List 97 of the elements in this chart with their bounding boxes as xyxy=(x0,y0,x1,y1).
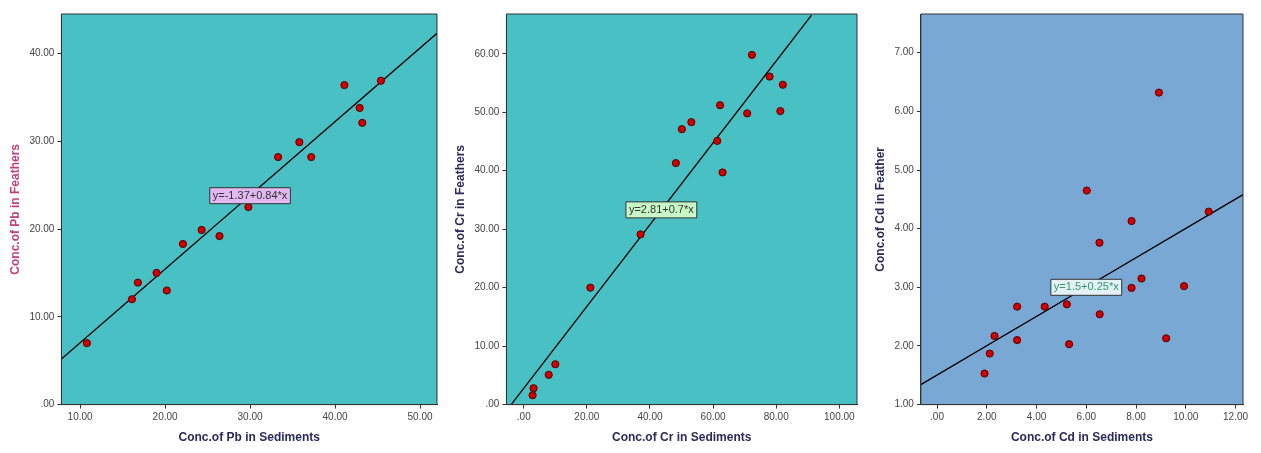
point xyxy=(215,231,224,241)
y-tick-label: 4.00 xyxy=(894,222,915,234)
point xyxy=(1013,302,1022,311)
y-tick-label: 40.00 xyxy=(29,47,55,59)
point xyxy=(747,50,757,60)
y-axis-title: Conc.of Pb in Feathers xyxy=(7,143,22,275)
x-tick-label: 6.00 xyxy=(1076,411,1097,423)
point xyxy=(1179,282,1189,291)
point xyxy=(671,159,680,168)
point xyxy=(586,283,595,292)
y-tick-label: .00 xyxy=(485,398,500,410)
y-tick-label: 6.00 xyxy=(894,105,915,117)
point xyxy=(307,152,316,162)
x-tick-label: 8.00 xyxy=(1126,411,1147,423)
x-tick-label: 2.00 xyxy=(977,411,997,423)
point xyxy=(340,81,349,90)
point xyxy=(1127,216,1136,226)
point xyxy=(743,109,752,118)
x-tick-label: 50.00 xyxy=(407,411,433,423)
point xyxy=(197,225,206,235)
y-axis-title: Conc.of Cd in Feather xyxy=(872,146,887,272)
x-tick-label: 12.00 xyxy=(1223,411,1249,423)
point xyxy=(133,278,142,287)
x-axis-title: Conc.of Cd in Sediments xyxy=(1010,430,1154,445)
y-axis-title: Conc.of Cr in Feathers xyxy=(452,144,467,274)
point xyxy=(376,76,386,85)
y-tick-label: .00 xyxy=(40,398,55,410)
y-tick-label: 5.00 xyxy=(894,163,915,175)
y-tick-label: 30.00 xyxy=(474,222,500,234)
x-tick-label: 60.00 xyxy=(700,411,727,423)
annotation: y=2.81+0.7*x xyxy=(628,202,695,215)
point xyxy=(529,384,538,393)
point xyxy=(715,101,725,110)
point xyxy=(1204,207,1213,216)
x-axis-title: Conc.of Pb in Sediments xyxy=(178,430,321,445)
annotation: y=-1.37+0.84*x xyxy=(212,188,288,201)
point xyxy=(295,138,304,147)
point xyxy=(765,72,774,81)
y-tick-label: 50.00 xyxy=(474,105,500,117)
x-tick-label: 100.00 xyxy=(824,411,856,423)
point xyxy=(551,360,560,369)
point xyxy=(677,125,686,134)
y-tick-label: 2.00 xyxy=(894,339,915,351)
point xyxy=(636,230,645,239)
x-tick-label: 10.00 xyxy=(67,411,94,423)
point xyxy=(358,118,367,127)
point xyxy=(244,203,253,212)
point xyxy=(544,370,553,379)
x-tick-label: .00 xyxy=(516,411,532,423)
x-tick-label: 20.00 xyxy=(152,411,179,423)
y-tick-label: 20.00 xyxy=(29,222,55,234)
point xyxy=(776,106,785,116)
x-axis-title: Conc.of Cr in Sediments xyxy=(612,430,752,445)
y-tick-label: 20.00 xyxy=(474,281,500,293)
point xyxy=(127,295,137,304)
point xyxy=(274,152,283,162)
point xyxy=(980,369,989,378)
y-tick-label: 40.00 xyxy=(474,164,500,176)
x-tick-label: 20.00 xyxy=(574,411,600,423)
point xyxy=(778,80,787,89)
point xyxy=(82,339,92,348)
point xyxy=(1154,88,1164,97)
x-tick-label: 30.00 xyxy=(237,411,264,423)
y-tick-label: 3.00 xyxy=(894,281,915,293)
x-tick-label: .00 xyxy=(930,411,945,423)
point xyxy=(1162,334,1171,343)
point xyxy=(178,239,188,249)
y-tick-label: 10.00 xyxy=(474,339,500,351)
point xyxy=(1013,335,1022,345)
x-tick-label: 80.00 xyxy=(763,411,790,423)
x-tick-label: 10.00 xyxy=(1173,411,1199,423)
x-tick-label: 40.00 xyxy=(637,411,663,423)
point xyxy=(1040,302,1049,311)
y-tick-label: 1.00 xyxy=(894,398,915,410)
point xyxy=(152,268,161,278)
point xyxy=(718,168,727,177)
y-tick-label: 7.00 xyxy=(894,46,915,58)
point xyxy=(355,103,364,113)
point xyxy=(1095,238,1104,247)
point xyxy=(990,331,999,341)
point xyxy=(687,118,696,127)
point xyxy=(1065,340,1074,349)
point xyxy=(1062,300,1071,309)
point xyxy=(1082,186,1091,195)
y-tick-label: 60.00 xyxy=(474,47,500,59)
point xyxy=(528,391,537,400)
point xyxy=(985,349,994,358)
point xyxy=(713,136,722,145)
point xyxy=(1127,283,1136,292)
point xyxy=(162,286,171,295)
x-tick-label: 4.00 xyxy=(1026,411,1047,423)
y-tick-label: 10.00 xyxy=(29,310,55,322)
point xyxy=(1137,274,1146,283)
point xyxy=(1095,310,1104,319)
y-tick-label: 30.00 xyxy=(29,135,55,147)
annotation: y=1.5+0.25*x xyxy=(1053,280,1120,293)
x-tick-label: 40.00 xyxy=(322,411,348,423)
